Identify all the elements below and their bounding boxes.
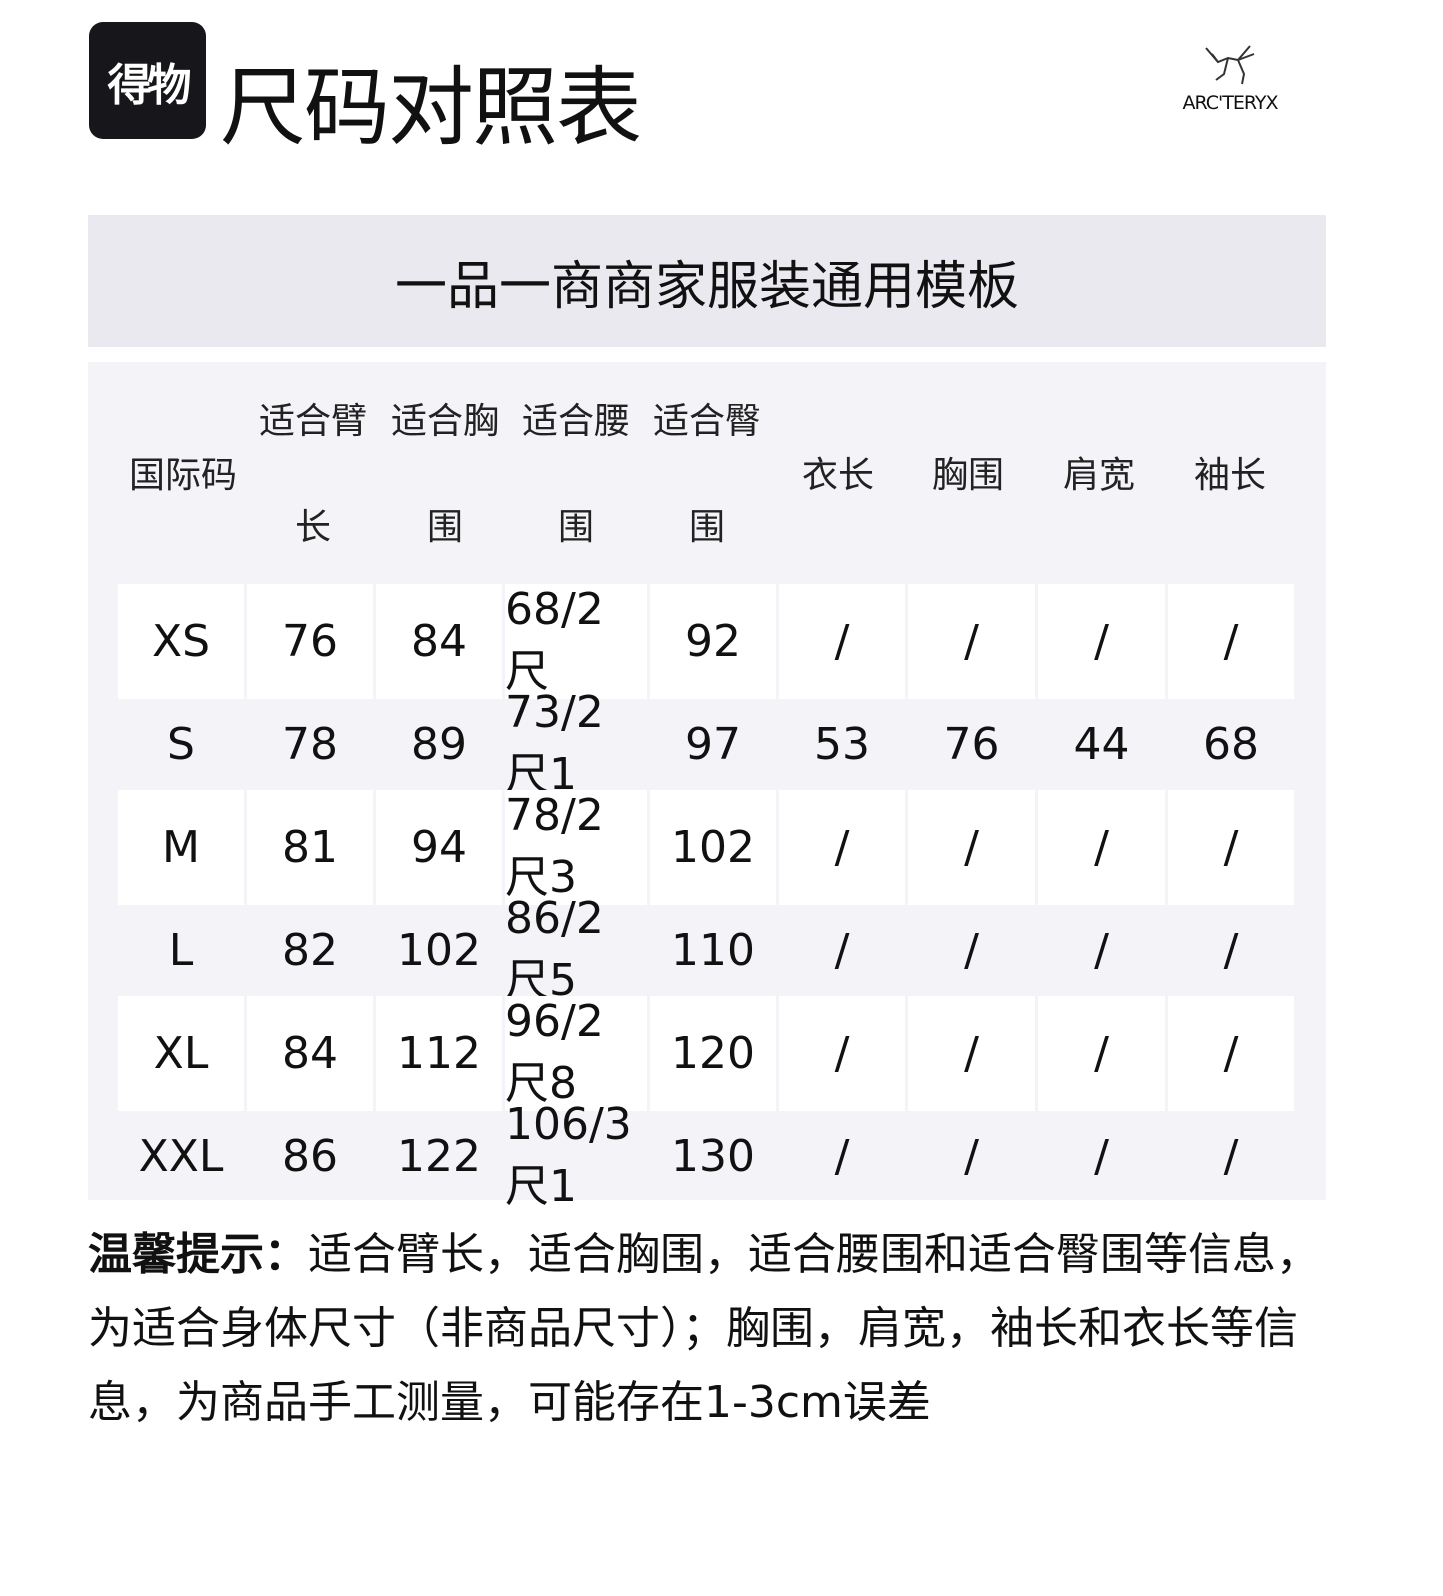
table-row: XS 76 84 68/2尺 92// / / — [118, 584, 1294, 699]
column-header: 围 — [426, 507, 463, 548]
table-cell: S — [167, 719, 195, 770]
table-cell: 102 — [650, 790, 776, 905]
table-cell: 78 — [282, 719, 338, 770]
table-cell: 94 — [376, 790, 502, 905]
table-cell: 44 — [1073, 719, 1130, 770]
table-cell: 76 — [943, 719, 1000, 770]
table-cell: / — [1223, 925, 1239, 976]
table-cell: 78/2尺3 — [505, 790, 647, 905]
table-row: M 81 94 78/2尺3 102// / / — [118, 790, 1294, 905]
table-row: S 78 89 73/2尺1 97 53 76 44 68 — [118, 687, 1294, 800]
table-cell: / — [1038, 790, 1165, 905]
column-header: 胸围 — [931, 455, 1004, 496]
table-cell: / — [908, 996, 1035, 1111]
table-cell: / — [779, 584, 905, 699]
table-cell: / — [1094, 1131, 1109, 1182]
table-row: XXL 86 122 106/3尺1 130 / / / / — [118, 1099, 1294, 1212]
table-cell: 96/2尺8 — [505, 996, 647, 1111]
table-cell: / — [779, 996, 905, 1111]
column-header: 国际码 — [128, 455, 237, 496]
table-cell: / — [908, 584, 1035, 699]
table-cell: / — [834, 925, 850, 976]
table-cell: L — [168, 925, 194, 976]
table-cell: 81 — [247, 790, 373, 905]
table-cell: 97 — [685, 719, 741, 770]
table-cell: / — [1038, 584, 1165, 699]
table-cell: XXL — [138, 1131, 224, 1182]
column-header: 适合臀 — [652, 401, 761, 442]
table-cell: 86 — [282, 1131, 338, 1182]
tip-label: 温馨提示： — [88, 1229, 308, 1280]
column-header: 适合臂 — [258, 401, 367, 442]
table-cell: 73/2尺1 — [505, 687, 604, 800]
table-cell: / — [1168, 790, 1294, 905]
table-row: L 82 102 86/2尺5 110 / / / / — [118, 893, 1294, 1006]
column-header: 长 — [294, 507, 331, 548]
column-header: 围 — [688, 507, 725, 548]
column-header: 肩宽 — [1062, 455, 1135, 496]
table-cell: M — [118, 790, 244, 905]
column-header: 围 — [557, 507, 594, 548]
table-cell: 102 — [397, 925, 481, 976]
table-cell: 82 — [282, 925, 338, 976]
table-cell: / — [908, 790, 1035, 905]
size-table: 国际码 适合臂长适合胸围适合腰围适合臀围衣长 胸围 肩宽 袖长 XS 76 84 68/2尺 9… — [88, 362, 1326, 1212]
table-cell: 110 — [671, 925, 755, 976]
table-cell: / — [964, 925, 979, 976]
table-cell: 89 — [411, 719, 467, 770]
table-cell: / — [1094, 925, 1109, 976]
table-cell: / — [1038, 996, 1165, 1111]
table-cell: / — [1223, 1131, 1239, 1182]
table-cell: XS — [118, 584, 244, 699]
table-cell: / — [964, 1131, 979, 1182]
column-header: 袖长 — [1193, 455, 1266, 496]
table-cell: 112 — [376, 996, 502, 1111]
template-title: 一品一商商家服装通用模板 — [88, 215, 1326, 347]
column-header: 适合胸 — [390, 401, 499, 442]
table-cell: 68/2尺 — [505, 584, 647, 699]
archaeopteryx-icon — [1205, 45, 1255, 85]
column-header: 衣长 — [801, 455, 874, 496]
table-cell: / — [1168, 584, 1294, 699]
table-cell: 122 — [397, 1131, 481, 1182]
tip-note: 温馨提示：适合臂长，适合胸围，适合腰围和适合臀围等信息，为适合身体尺寸（非商品尺… — [88, 1218, 1328, 1440]
table-cell: 53 — [814, 719, 870, 770]
table-cell: 92 — [650, 584, 776, 699]
table-row: XL 84 112 96/2尺8 120// / / — [118, 996, 1294, 1111]
table-cell: 76 — [247, 584, 373, 699]
table-cell: / — [779, 790, 905, 905]
table-cell: 106/3尺1 — [505, 1099, 632, 1212]
table-cell: 68 — [1203, 719, 1259, 770]
table-cell: / — [1168, 996, 1294, 1111]
tip-text: 适合臂长，适合胸围，适合腰围和适合臀围等信息，为适合身体尺寸（非商品尺寸）；胸围… — [88, 1229, 1320, 1428]
table-cell: / — [834, 1131, 850, 1182]
table-cell: 84 — [376, 584, 502, 699]
page-title: 尺码对照表 — [220, 58, 642, 158]
brand-name: ARC'TERYX — [1182, 92, 1279, 114]
table-cell: 86/2尺5 — [505, 893, 604, 1006]
table-cell: XL — [118, 996, 244, 1111]
table-cell: 84 — [247, 996, 373, 1111]
dewu-logo: 得物 — [89, 22, 206, 139]
table-cell: 120 — [650, 996, 776, 1111]
table-cell: 130 — [671, 1131, 755, 1182]
arcteryx-logo: ARC'TERYX — [1170, 40, 1290, 114]
column-header: 适合腰 — [521, 401, 630, 442]
